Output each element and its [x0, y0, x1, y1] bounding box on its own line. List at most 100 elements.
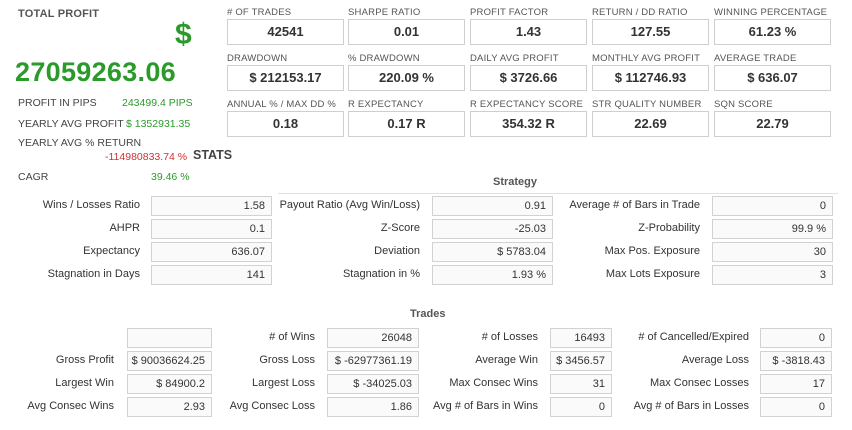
- trades-row-label: Max Consec Wins: [449, 377, 538, 389]
- metric-value: 1.43: [470, 19, 587, 45]
- metric-label: ANNUAL % / MAX DD %: [227, 99, 337, 110]
- metric-value: $ 112746.93: [592, 65, 709, 91]
- trades-row-value: [127, 328, 212, 348]
- metric-value: 22.69: [592, 111, 709, 137]
- total-profit-value: 27059263.06: [15, 57, 176, 87]
- trades-row-value: 26048: [327, 328, 419, 348]
- strategy-row-value: 1.58: [151, 196, 272, 216]
- profit-in-pips-value: 243499.4 PIPS: [122, 97, 193, 109]
- trades-row-label: Avg # of Bars in Wins: [433, 400, 538, 412]
- stats-title: STATS: [193, 148, 233, 162]
- trades-row-label: # of Wins: [269, 331, 315, 343]
- dollar-icon: $: [175, 18, 192, 51]
- strategy-row-value: 0: [712, 196, 833, 216]
- strategy-row-value: 636.07: [151, 242, 272, 262]
- trades-row-label: Average Win: [475, 354, 538, 366]
- strategy-row-value: 1.93 %: [432, 265, 553, 285]
- trades-row-label: # of Losses: [481, 331, 538, 343]
- strategy-row-value: 3: [712, 265, 833, 285]
- trades-row-value: 0: [550, 397, 612, 417]
- metric-label: AVERAGE TRADE: [714, 53, 797, 64]
- trades-row-value: 1.86: [327, 397, 419, 417]
- metric-label: SHARPE RATIO: [348, 7, 421, 18]
- trades-row-label: Gross Loss: [259, 354, 315, 366]
- trades-row-label: Avg Consec Wins: [27, 400, 114, 412]
- total-profit-label: TOTAL PROFIT: [18, 8, 100, 20]
- yearly-avg-return-label: YEARLY AVG % RETURN: [18, 137, 142, 149]
- metric-value: 0.17 R: [348, 111, 465, 137]
- trades-row-value: $ -3818.43: [760, 351, 832, 371]
- metric-label: RETURN / DD RATIO: [592, 7, 688, 18]
- trades-row-label: Largest Win: [55, 377, 114, 389]
- trades-row-value: 2.93: [127, 397, 212, 417]
- strategy-row-label: Expectancy: [83, 245, 140, 257]
- metric-label: R EXPECTANCY SCORE: [470, 99, 584, 110]
- metric-label: DAILY AVG PROFIT: [470, 53, 559, 64]
- trades-row-value: $ 84900.2: [127, 374, 212, 394]
- metric-label: % DRAWDOWN: [348, 53, 420, 64]
- metric-label: R EXPECTANCY: [348, 99, 424, 110]
- metric-value: $ 3726.66: [470, 65, 587, 91]
- cagr-label: CAGR: [18, 171, 49, 183]
- metric-value: 61.23 %: [714, 19, 831, 45]
- trades-row-value: $ -62977361.19: [327, 351, 419, 371]
- strategy-row-label: Average # of Bars in Trade: [569, 199, 700, 211]
- cagr-value: 39.46 %: [151, 171, 190, 183]
- trades-row-label: Average Loss: [681, 354, 749, 366]
- yearly-avg-profit-label: YEARLY AVG PROFIT: [18, 118, 124, 130]
- strategy-row-value: $ 5783.04: [432, 242, 553, 262]
- metric-label: MONTHLY AVG PROFIT: [592, 53, 701, 64]
- strategy-row-value: 141: [151, 265, 272, 285]
- metric-value: 22.79: [714, 111, 831, 137]
- metric-label: WINNING PERCENTAGE: [714, 7, 828, 18]
- metric-value: 127.55: [592, 19, 709, 45]
- strategy-row-label: Stagnation in Days: [47, 268, 140, 280]
- trades-row-label: Max Consec Losses: [649, 377, 749, 389]
- trades-row-label: # of Cancelled/Expired: [638, 331, 749, 343]
- metric-label: # OF TRADES: [227, 7, 292, 18]
- strategy-title: Strategy: [493, 176, 538, 188]
- strategy-row-value: 30: [712, 242, 833, 262]
- trades-row-label: Gross Profit: [55, 354, 114, 366]
- trades-row-value: 0: [760, 328, 832, 348]
- strategy-divider: [278, 193, 838, 194]
- strategy-row-label: Payout Ratio (Avg Win/Loss): [279, 199, 420, 211]
- metric-value: 220.09 %: [348, 65, 465, 91]
- strategy-row-label: Z-Score: [380, 222, 420, 234]
- strategy-row-value: 0.91: [432, 196, 553, 216]
- profit-in-pips-label: PROFIT IN PIPS: [18, 97, 97, 109]
- trades-row-value: $ -34025.03: [327, 374, 419, 394]
- trades-row-value: 31: [550, 374, 612, 394]
- strategy-row-label: Wins / Losses Ratio: [42, 199, 140, 211]
- metric-value: 0.01: [348, 19, 465, 45]
- metric-label: PROFIT FACTOR: [470, 7, 549, 18]
- metric-label: DRAWDOWN: [227, 53, 288, 64]
- strategy-row-value: 0.1: [151, 219, 272, 239]
- strategy-row-label: Deviation: [374, 245, 420, 257]
- strategy-row-label: Max Lots Exposure: [605, 268, 700, 280]
- strategy-row-value: -25.03: [432, 219, 553, 239]
- strategy-row-label: AHPR: [109, 222, 140, 234]
- metric-label: SQN SCORE: [714, 99, 773, 110]
- strategy-row-value: 99.9 %: [712, 219, 833, 239]
- trades-row-value: $ 3456.57: [550, 351, 612, 371]
- metric-value: $ 636.07: [714, 65, 831, 91]
- trades-row-value: 17: [760, 374, 832, 394]
- metric-value: 0.18: [227, 111, 344, 137]
- trades-row-label: Largest Loss: [252, 377, 315, 389]
- strategy-row-label: Stagnation in %: [342, 268, 420, 280]
- trades-row-value: 16493: [550, 328, 612, 348]
- metric-value: 42541: [227, 19, 344, 45]
- strategy-row-label: Z-Probability: [638, 222, 700, 234]
- yearly-avg-profit-value: $ 1352931.35: [126, 118, 191, 130]
- trades-row-value: $ 90036624.25: [127, 351, 212, 371]
- trades-row-label: Avg # of Bars in Losses: [633, 400, 749, 412]
- strategy-row-label: Max Pos. Exposure: [604, 245, 700, 257]
- trades-row-value: 0: [760, 397, 832, 417]
- yearly-avg-return-value: -114980833.74 %: [105, 151, 188, 163]
- metric-label: STR QUALITY NUMBER: [592, 99, 702, 110]
- trades-row-label: Avg Consec Loss: [229, 400, 315, 412]
- metric-value: $ 212153.17: [227, 65, 344, 91]
- trades-title: Trades: [410, 308, 446, 320]
- metric-value: 354.32 R: [470, 111, 587, 137]
